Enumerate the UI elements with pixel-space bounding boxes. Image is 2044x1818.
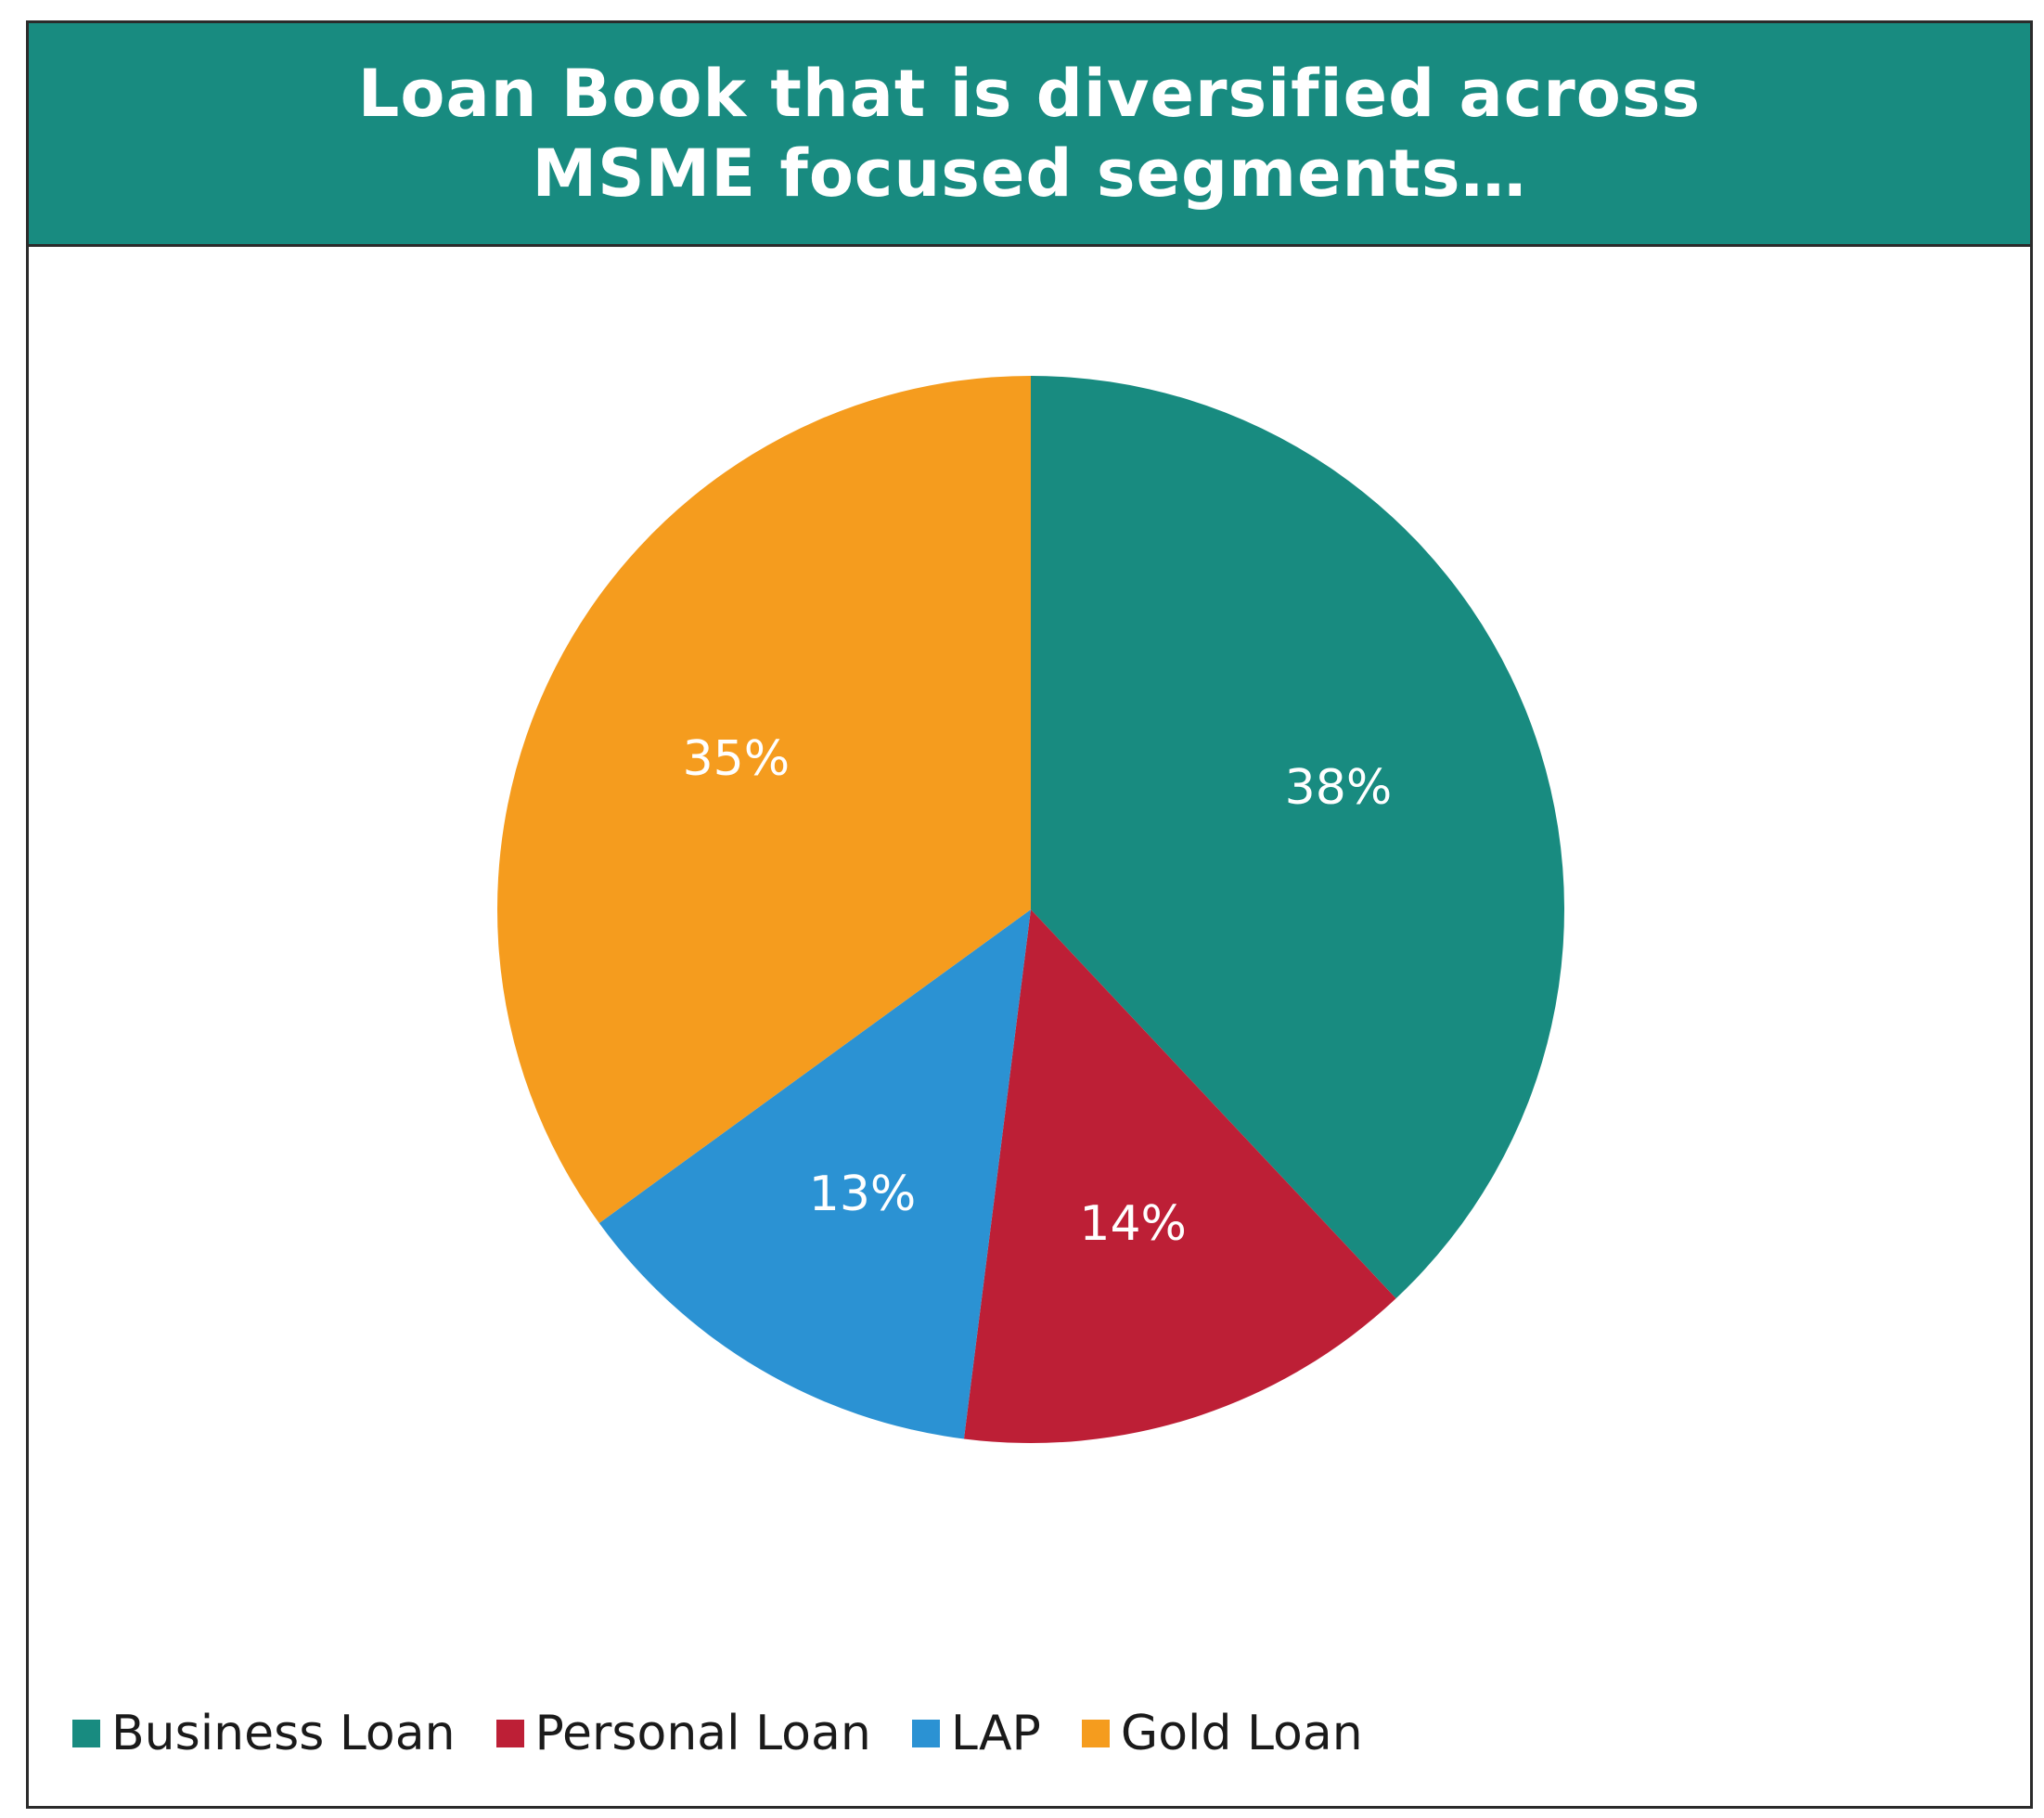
legend-label-lap: LAP: [950, 1706, 1041, 1761]
pie-slice-business-loan: [1031, 376, 1564, 1299]
legend-swatch-business-loan: [72, 1720, 100, 1747]
legend-item-personal-loan: Personal Loan: [495, 1706, 871, 1761]
legend-swatch-gold-loan: [1081, 1720, 1110, 1747]
data-label-lap: 13%: [809, 1167, 917, 1222]
legend-label-personal-loan: Personal Loan: [534, 1706, 871, 1761]
legend-swatch-personal-loan: [495, 1720, 524, 1747]
data-label-gold-loan: 35%: [683, 731, 791, 787]
legend-item-gold-loan: Gold Loan: [1081, 1706, 1363, 1761]
chart-legend: Business Loan Personal Loan LAP Gold Loan: [72, 1703, 1404, 1764]
chart-title-line-1: Loan Book that is diversified across: [357, 56, 1702, 132]
pie-slice-gold-loan: [497, 376, 1031, 1223]
legend-item-lap: LAP: [911, 1706, 1041, 1761]
pie-slice-personal-loan: [963, 909, 1396, 1444]
data-label-business-loan: 38%: [1285, 760, 1393, 816]
chart-frame: Loan Book that is diversified across MSM…: [26, 20, 2033, 1809]
data-label-personal-loan: 14%: [1079, 1196, 1187, 1252]
chart-header: Loan Book that is diversified across MSM…: [29, 23, 2030, 247]
pie-slice-lap: [598, 909, 1031, 1439]
chart-title-line-2: MSME focused segments…: [532, 135, 1527, 212]
legend-item-business-loan: Business Loan: [72, 1706, 456, 1761]
legend-label-gold-loan: Gold Loan: [1120, 1706, 1363, 1761]
legend-swatch-lap: [911, 1720, 940, 1747]
legend-label-business-loan: Business Loan: [111, 1706, 456, 1761]
